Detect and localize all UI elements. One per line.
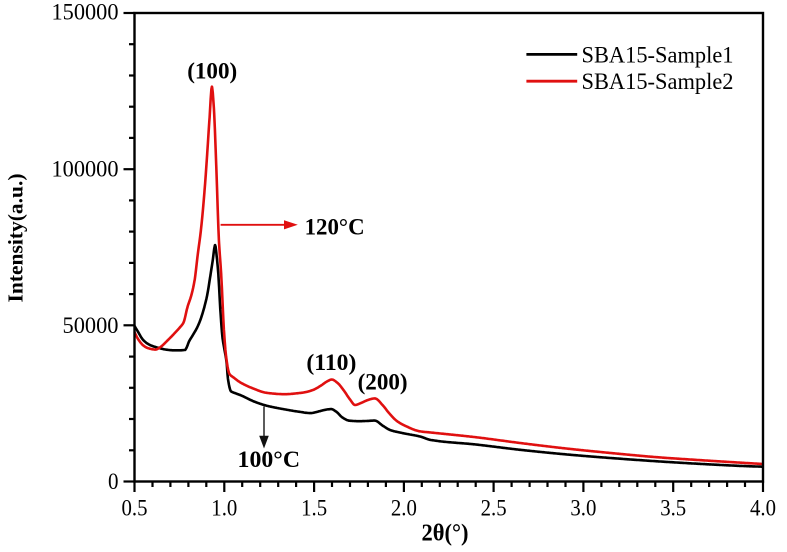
svg-text:1.5: 1.5 [301, 495, 327, 521]
svg-text:SBA15-Sample2: SBA15-Sample2 [582, 69, 734, 94]
svg-text:0.5: 0.5 [122, 495, 148, 521]
svg-text:(110): (110) [306, 350, 356, 376]
svg-text:SBA15-Sample1: SBA15-Sample1 [582, 42, 734, 67]
svg-text:100°C: 100°C [238, 447, 301, 473]
svg-text:100000: 100000 [52, 157, 119, 183]
svg-text:120°C: 120°C [305, 214, 365, 240]
svg-text:(200): (200) [358, 369, 408, 395]
svg-text:(100): (100) [187, 59, 237, 85]
svg-text:50000: 50000 [63, 313, 119, 339]
svg-text:0: 0 [108, 469, 119, 495]
svg-text:3.5: 3.5 [660, 495, 686, 521]
svg-text:2.5: 2.5 [481, 495, 507, 521]
svg-text:1.0: 1.0 [211, 495, 237, 521]
svg-text:3.0: 3.0 [570, 495, 596, 521]
svg-text:Intensity(a.u.): Intensity(a.u.) [4, 173, 28, 302]
svg-text:2.0: 2.0 [391, 495, 417, 521]
svg-text:2θ(°): 2θ(°) [422, 520, 469, 547]
svg-text:150000: 150000 [52, 0, 119, 26]
svg-text:4.0: 4.0 [750, 495, 776, 521]
